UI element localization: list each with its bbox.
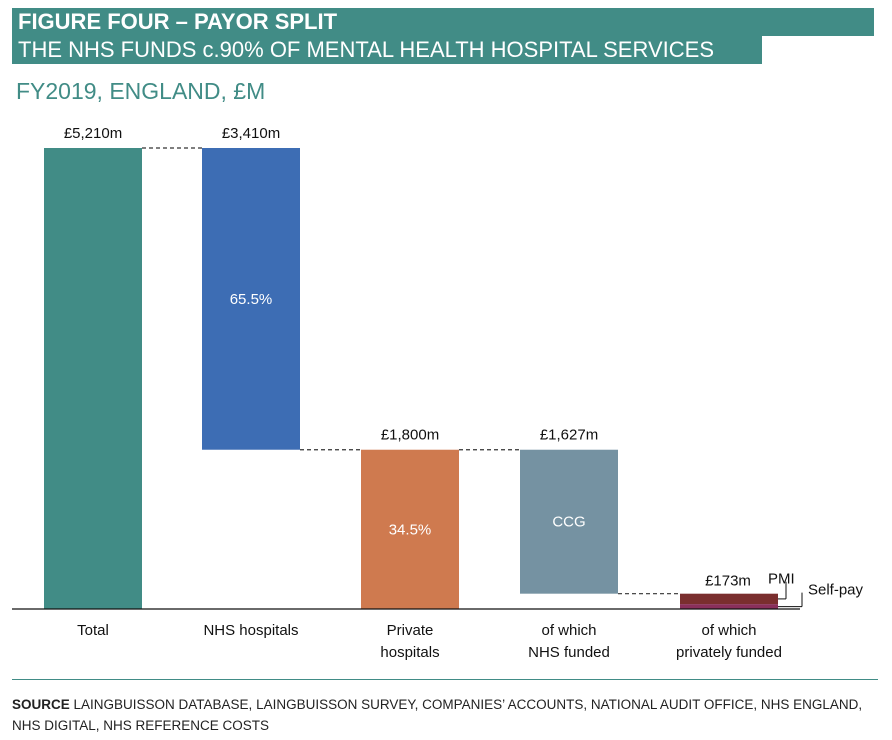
bar-nhs-funded bbox=[520, 449, 618, 594]
source-divider bbox=[12, 679, 878, 680]
chart-subtitle: FY2019, ENGLAND, £M bbox=[16, 78, 266, 104]
category-label-of-which-nhs-funded-line2: NHS funded bbox=[528, 644, 610, 661]
segment-label-pmi: PMI bbox=[768, 571, 795, 588]
value-label-private-hospitals: £1,800m bbox=[381, 427, 439, 444]
bar-nhs-hospitals bbox=[202, 148, 300, 450]
figure-label: FIGURE FOUR – PAYOR SPLIT bbox=[18, 9, 338, 34]
category-label-nhs-hospitals: NHS hospitals bbox=[203, 622, 298, 639]
source-label: SOURCE bbox=[12, 697, 70, 712]
headline-banner: THE NHS FUNDS c.90% OF MENTAL HEALTH HOS… bbox=[12, 36, 762, 64]
inner-label-private-hospitals: 34.5% bbox=[389, 521, 432, 538]
source-note: SOURCE LAINGBUISSON DATABASE, LAINGBUISS… bbox=[12, 694, 880, 736]
category-label-of-which-nhs-funded-line1: of which bbox=[541, 622, 596, 639]
inner-label-nhs-hospitals: 65.5% bbox=[230, 291, 273, 308]
bar-total bbox=[44, 148, 142, 609]
category-label-total: Total bbox=[77, 622, 109, 639]
value-label-privately-funded: £173m bbox=[705, 573, 751, 590]
category-label-of-which-privately-funded-line2: privately funded bbox=[676, 644, 782, 661]
value-label-total: £5,210m bbox=[64, 125, 122, 142]
value-label-nhs-funded: £1,627m bbox=[540, 427, 598, 444]
category-label-private-hospitals-line2: hospitals bbox=[380, 644, 439, 661]
waterfall-chart: £5,210m £3,410m 65.5% £1,800m 34.5% £1,627m CC… bbox=[12, 125, 864, 661]
headline: THE NHS FUNDS c.90% OF MENTAL HEALTH HOS… bbox=[18, 37, 714, 62]
segment-self-pay bbox=[680, 604, 778, 609]
category-label-private-hospitals-line1: Private bbox=[387, 622, 434, 639]
category-label-of-which-privately-funded-line1: of which bbox=[701, 622, 756, 639]
source-text: LAINGBUISSON DATABASE, LAINGBUISSON SURV… bbox=[12, 697, 863, 733]
segment-pmi bbox=[680, 593, 778, 605]
bar-private-hospitals bbox=[361, 449, 459, 609]
segment-label-self-pay: Self-pay bbox=[808, 582, 864, 599]
value-label-nhs-hospitals: £3,410m bbox=[222, 125, 280, 142]
inner-label-nhs-funded: CCG bbox=[552, 514, 585, 531]
figure-label-banner: FIGURE FOUR – PAYOR SPLIT bbox=[12, 8, 874, 36]
